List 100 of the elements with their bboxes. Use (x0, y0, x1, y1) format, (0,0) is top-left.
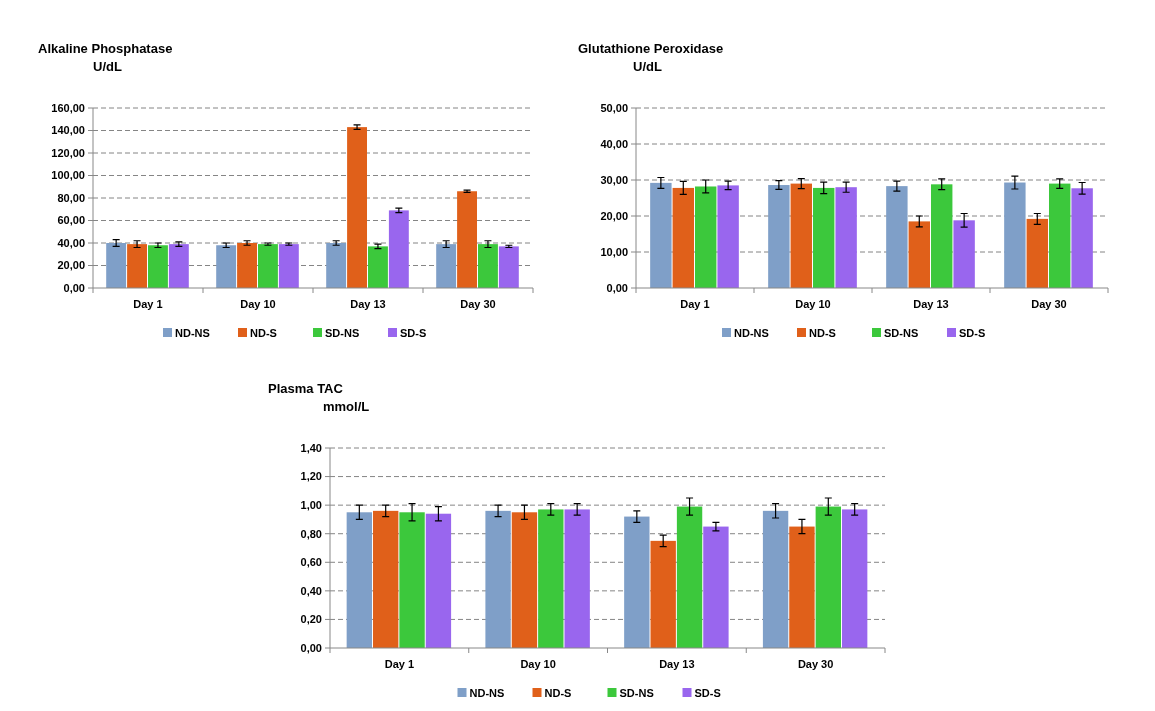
bar (237, 243, 257, 288)
legend-label: ND-S (544, 686, 572, 699)
y-tick-label: 100,00 (51, 169, 85, 182)
bar (931, 184, 953, 288)
y-tick-label: 50,00 (600, 101, 628, 114)
bar (841, 509, 868, 648)
y-tick-label: 1,40 (300, 441, 322, 454)
legend-label: SD-NS (619, 686, 654, 699)
y-tick-label: 0,20 (300, 613, 322, 626)
bar (564, 509, 590, 648)
bar (762, 510, 789, 648)
bar (457, 191, 477, 288)
bar (650, 540, 676, 648)
y-tick-label: 0,60 (300, 556, 322, 569)
x-tick-label: Day 1 (384, 658, 415, 670)
x-tick-label: Day 30 (797, 658, 834, 670)
bar (278, 244, 299, 288)
x-tick-label: Day 1 (133, 298, 163, 310)
x-tick-label: Day 1 (680, 298, 710, 310)
bar (127, 244, 147, 288)
bar (148, 245, 168, 288)
legend-label: SD-NS (884, 326, 919, 339)
x-tick-label: Day 10 (240, 298, 276, 310)
bar (717, 185, 739, 288)
bar (1026, 218, 1048, 288)
bar (789, 526, 815, 648)
y-tick-label: 1,20 (300, 470, 322, 483)
bar (815, 506, 841, 648)
bar (399, 512, 425, 648)
legend-label: SD-S (400, 326, 427, 339)
chart-title: Plasma TAC (268, 381, 344, 396)
x-tick-label: Day 10 (795, 298, 831, 310)
chart-title: Glutathione Peroxidase (578, 41, 724, 56)
y-tick-label: 0,00 (606, 281, 628, 294)
bar (326, 243, 347, 288)
legend-label: SD-NS (325, 326, 360, 339)
bar (1004, 182, 1026, 288)
bar (908, 221, 930, 288)
bar (388, 210, 409, 288)
bar (373, 510, 399, 648)
bar (436, 244, 457, 288)
chart-subtitle: mmol/L (323, 399, 370, 414)
bar (886, 186, 908, 288)
legend-label: ND-NS (469, 686, 505, 699)
legend-label: SD-S (694, 686, 721, 699)
y-tick-label: 80,00 (57, 191, 85, 204)
bar (676, 506, 703, 648)
y-tick-label: 0,80 (300, 527, 322, 540)
legend-label: ND-NS (734, 326, 769, 339)
bar (347, 127, 367, 288)
bar (624, 516, 650, 648)
y-tick-label: 30,00 (600, 173, 628, 186)
chart-title: Alkaline Phosphatase (38, 41, 173, 56)
legend-label: SD-S (959, 326, 986, 339)
bar (953, 220, 975, 288)
y-tick-label: 0,40 (300, 584, 322, 597)
y-tick-label: 60,00 (57, 214, 85, 227)
bar (485, 510, 511, 648)
bar (168, 244, 189, 288)
bar (703, 526, 729, 648)
y-tick-label: 10,00 (600, 245, 628, 258)
x-tick-label: Day 30 (460, 298, 496, 310)
bar (790, 183, 812, 288)
x-tick-label: Day 13 (350, 298, 386, 310)
chart-subtitle: U/dL (633, 59, 662, 74)
bar (216, 245, 237, 288)
bar (346, 512, 373, 648)
x-tick-label: Day 13 (913, 298, 949, 310)
y-tick-label: 40,00 (600, 137, 628, 150)
y-tick-label: 1,00 (300, 498, 322, 511)
y-tick-label: 140,00 (51, 124, 85, 137)
bar (835, 187, 857, 288)
y-tick-label: 120,00 (51, 146, 85, 159)
x-tick-label: Day 30 (1031, 298, 1067, 310)
legend-label: ND-S (250, 326, 277, 339)
bar (258, 244, 278, 288)
y-tick-label: 160,00 (51, 101, 85, 114)
bar (368, 246, 388, 288)
bar (106, 243, 127, 288)
bar (511, 512, 538, 648)
legend-label: ND-NS (175, 326, 210, 339)
y-tick-label: 0,00 (63, 281, 85, 294)
bar (768, 185, 790, 288)
bar (1049, 183, 1071, 288)
y-tick-label: 20,00 (600, 209, 628, 222)
bar (650, 182, 672, 288)
y-tick-label: 0,00 (300, 641, 322, 654)
chart-subtitle: U/dL (93, 59, 122, 74)
bar (1071, 188, 1093, 288)
bar (672, 187, 694, 288)
bar (498, 246, 519, 288)
bar (478, 244, 498, 288)
x-tick-label: Day 13 (659, 658, 695, 670)
bar (695, 186, 717, 288)
bar (425, 513, 452, 648)
bar (813, 187, 835, 288)
legend-label: ND-S (809, 326, 836, 339)
y-tick-label: 40,00 (57, 236, 85, 249)
y-tick-label: 20,00 (57, 259, 85, 272)
bar (538, 509, 564, 648)
